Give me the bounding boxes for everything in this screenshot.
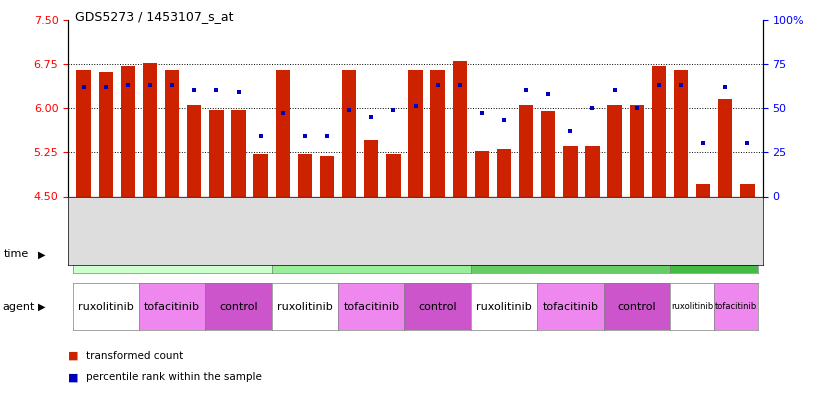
Text: time: time — [4, 250, 29, 259]
Bar — [187, 105, 201, 196]
Text: ▶: ▶ — [38, 250, 46, 259]
Bar — [120, 66, 135, 196]
Bar — [607, 105, 622, 196]
Bar — [342, 70, 356, 196]
Text: ■: ■ — [68, 372, 79, 382]
Bar — [718, 99, 732, 196]
Text: transformed count: transformed count — [86, 351, 184, 361]
Text: ruxolitinib: ruxolitinib — [476, 301, 532, 312]
Text: week 6: week 6 — [350, 248, 392, 261]
Bar — [497, 149, 511, 196]
Bar — [652, 66, 666, 196]
Bar — [453, 61, 467, 196]
Bar — [165, 70, 179, 196]
Bar — [297, 154, 312, 196]
Text: control: control — [617, 301, 656, 312]
Text: ■: ■ — [68, 351, 79, 361]
Text: percentile rank within the sample: percentile rank within the sample — [86, 372, 263, 382]
Text: week 24: week 24 — [689, 248, 739, 261]
Bar — [430, 70, 445, 196]
Text: week 0: week 0 — [151, 248, 193, 261]
Bar — [563, 147, 578, 196]
Text: agent: agent — [2, 301, 35, 312]
Bar — [674, 70, 688, 196]
Text: ▶: ▶ — [38, 301, 46, 312]
Bar — [76, 70, 91, 196]
Bar — [253, 154, 268, 196]
Bar — [585, 147, 600, 196]
Bar — [696, 184, 711, 196]
Text: ruxolitinib: ruxolitinib — [671, 302, 713, 311]
Text: ruxolitinib: ruxolitinib — [277, 301, 332, 312]
Bar — [364, 140, 378, 196]
Text: ruxolitinib: ruxolitinib — [78, 301, 134, 312]
Bar — [386, 154, 401, 196]
Text: tofacitinib: tofacitinib — [343, 301, 399, 312]
Bar — [740, 184, 755, 196]
Bar — [99, 72, 113, 196]
Bar — [320, 156, 334, 196]
Bar — [541, 111, 555, 196]
Text: tofacitinib: tofacitinib — [543, 301, 598, 312]
Text: control: control — [418, 301, 457, 312]
Text: tofacitinib: tofacitinib — [144, 301, 200, 312]
Bar — [519, 105, 534, 196]
Text: week 12: week 12 — [545, 248, 595, 261]
Bar — [231, 110, 246, 196]
Text: GDS5273 / 1453107_s_at: GDS5273 / 1453107_s_at — [75, 10, 234, 23]
Bar — [143, 63, 157, 196]
Bar — [630, 105, 644, 196]
Bar — [408, 70, 423, 196]
Bar — [475, 151, 489, 196]
Bar — [209, 110, 224, 196]
Text: control: control — [219, 301, 258, 312]
Bar — [276, 70, 290, 196]
Text: tofacitinib: tofacitinib — [715, 302, 757, 311]
